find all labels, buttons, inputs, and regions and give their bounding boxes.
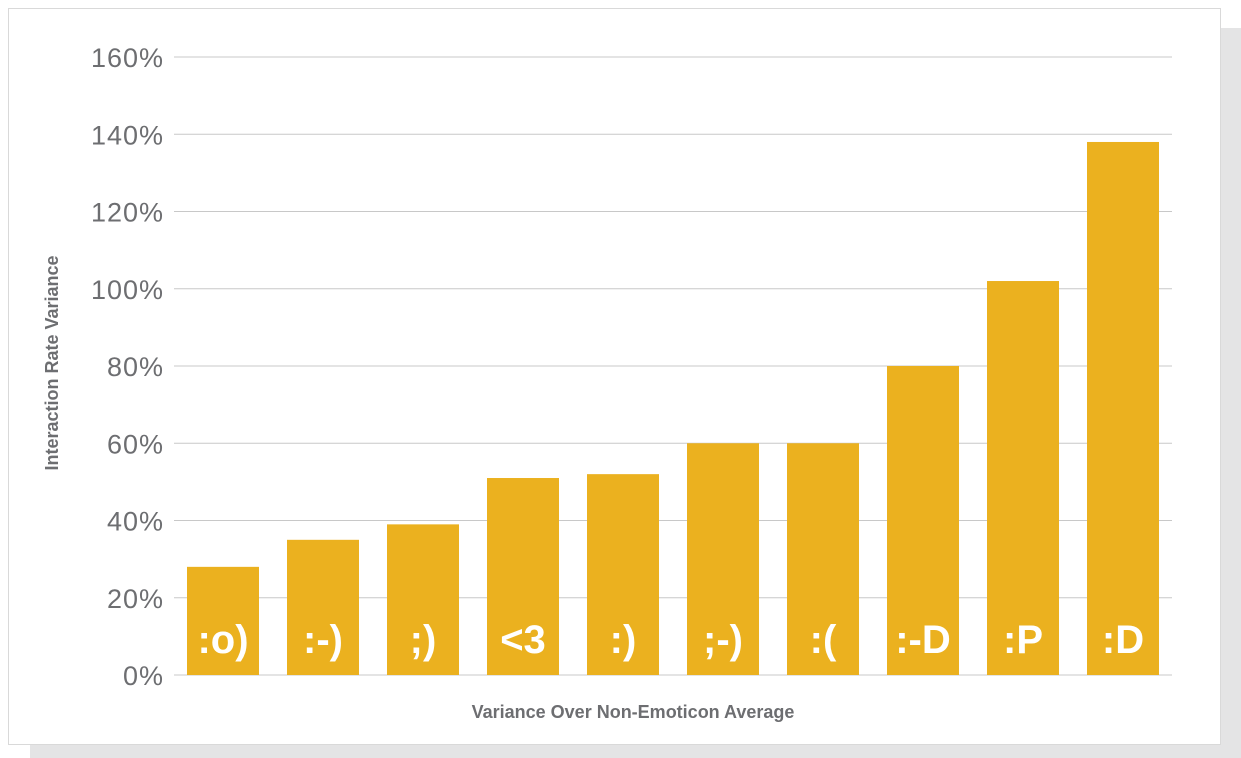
y-tick-label: 100% xyxy=(91,275,164,305)
y-tick-label: 20% xyxy=(107,584,164,614)
bar-category-label: :D xyxy=(1102,618,1144,662)
y-tick-label: 80% xyxy=(107,352,164,382)
bar xyxy=(187,566,259,675)
bar xyxy=(787,443,859,675)
bar xyxy=(287,539,359,675)
y-tick-label: 40% xyxy=(107,507,164,537)
bar-category-label: :-) xyxy=(303,618,343,662)
bar xyxy=(987,281,1059,675)
bar-category-label: :o) xyxy=(197,618,248,662)
bar xyxy=(887,366,959,675)
bar xyxy=(387,524,459,675)
bar-category-label: :-D xyxy=(895,618,951,662)
bar xyxy=(587,474,659,675)
bar-category-labels: :o) :-);) <3:) ;-) :( :-D :P :D xyxy=(197,618,1144,662)
bar-category-label: :P xyxy=(1003,618,1043,662)
bar xyxy=(1087,141,1159,676)
x-axis-title: Variance Over Non-Emoticon Average xyxy=(472,702,795,722)
y-tick-label: 120% xyxy=(91,198,164,228)
bar xyxy=(487,478,559,675)
bar-category-label: <3 xyxy=(500,618,546,662)
y-tick-label: 0% xyxy=(123,661,164,691)
bar-category-label: ;-) xyxy=(703,618,743,662)
bar-category-label: :( xyxy=(810,618,837,662)
y-tick-label: 60% xyxy=(107,429,164,459)
bar-category-label: :) xyxy=(610,618,637,662)
bar-category-label: ;) xyxy=(410,618,437,662)
y-tick-label: 140% xyxy=(91,120,164,150)
bar xyxy=(687,443,759,675)
bars xyxy=(187,141,1159,676)
y-axis-tick-labels: 0% 20% 40% 60% 80% 100% 120% 140% 160% xyxy=(91,43,164,691)
y-axis-title: Interaction Rate Variance xyxy=(42,255,62,470)
y-tick-label: 160% xyxy=(91,43,164,73)
